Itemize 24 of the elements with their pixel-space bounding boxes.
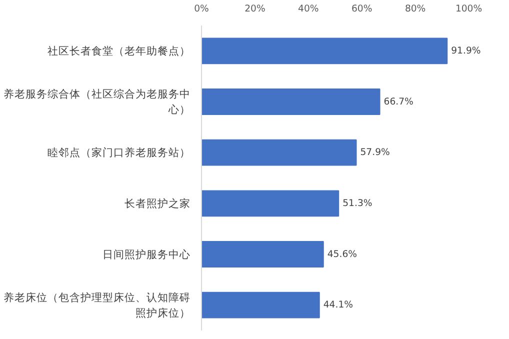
- x-tick-label: 40%: [298, 4, 319, 14]
- data-label: 51.3%: [342, 198, 372, 209]
- data-label: 66.7%: [384, 96, 414, 108]
- y-tick-label: 睦邻点（家门口养老服务站）: [48, 146, 190, 160]
- bar: [202, 190, 340, 217]
- data-label: 91.9%: [451, 45, 481, 56]
- bar: [202, 38, 448, 64]
- y-tick-label: 日间照护服务中心: [102, 248, 190, 261]
- x-tick-label: 60%: [351, 4, 372, 14]
- y-tick-label: 长者照护之家: [124, 196, 190, 210]
- x-tick-label: 20%: [244, 4, 266, 14]
- y-tick-label: 社区长者食堂（老年助餐点）: [48, 44, 190, 58]
- bar: [202, 88, 380, 115]
- bar: [202, 292, 320, 318]
- bar: [202, 241, 324, 268]
- bar: [202, 139, 357, 166]
- x-tick-label: 100%: [455, 4, 482, 14]
- data-label: 45.6%: [327, 248, 358, 260]
- x-tick-label: 0%: [194, 4, 210, 14]
- y-tick-label: 养老服务综合体（社区综合为老服务中心）: [4, 87, 190, 116]
- x-tick-label: 80%: [404, 4, 426, 14]
- data-label: 57.9%: [360, 147, 390, 158]
- data-label: 44.1%: [323, 300, 354, 311]
- y-tick-label: 养老床位（包含护理型床位、认知障碍照护床位）: [4, 290, 190, 320]
